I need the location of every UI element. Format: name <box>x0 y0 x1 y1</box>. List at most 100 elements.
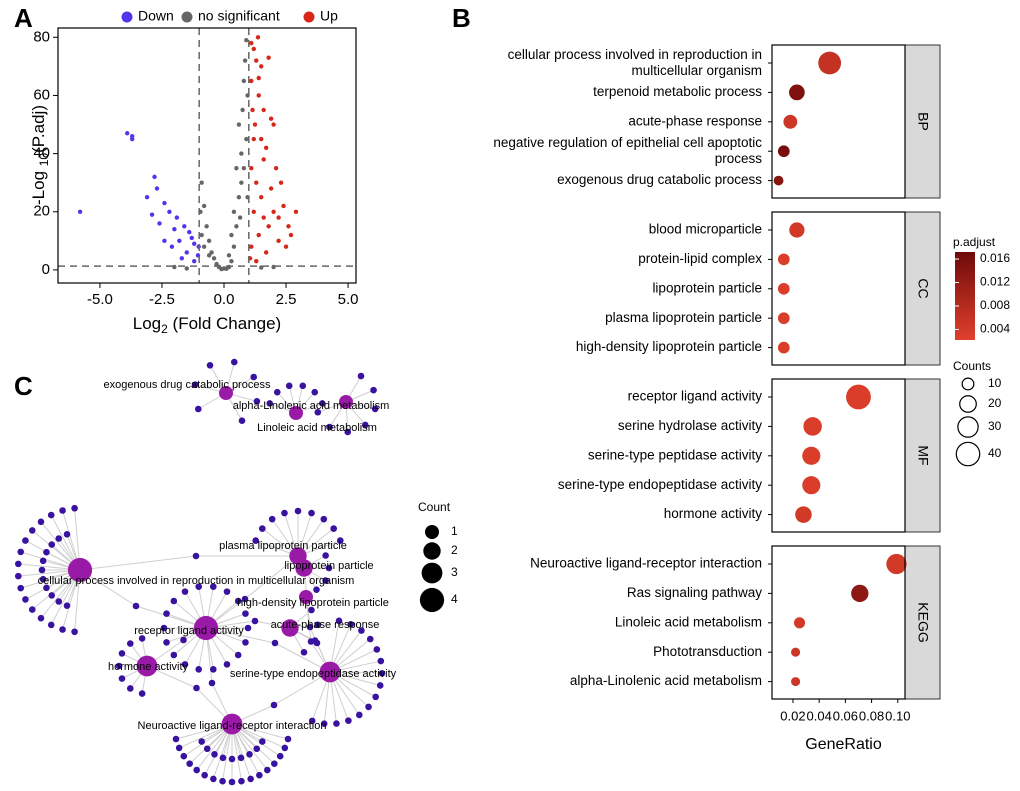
dot <box>802 476 821 495</box>
term-label: hormone activity <box>108 661 189 673</box>
gene-node <box>71 628 78 636</box>
size-key-label: 3 <box>451 565 458 579</box>
point <box>242 58 248 63</box>
term-label: exogenous drug catabolic process <box>104 379 271 391</box>
legend-title: Counts <box>953 359 991 373</box>
gene-node <box>193 684 200 692</box>
dot <box>803 417 822 436</box>
gene-node <box>271 639 279 647</box>
gene-node <box>160 624 168 632</box>
facet-frame <box>771 211 906 366</box>
size-key <box>961 377 975 391</box>
gene-node <box>320 720 328 727</box>
point <box>288 232 294 238</box>
term-node <box>339 395 353 409</box>
gene-node <box>118 675 126 682</box>
point <box>254 180 259 185</box>
y-tick-label: serine-type peptidase activity <box>588 447 762 462</box>
gene-node <box>170 597 178 605</box>
point <box>129 136 135 142</box>
gene-node <box>180 636 187 644</box>
gene-node <box>330 525 338 532</box>
gene-node <box>28 606 36 613</box>
gene-node <box>241 595 249 603</box>
point <box>157 221 162 226</box>
dot <box>793 617 806 629</box>
legend-swatch <box>303 11 315 23</box>
gene-node <box>244 624 252 632</box>
term-label: acute-phase response <box>271 619 380 631</box>
gene-node <box>377 657 385 665</box>
gene-node <box>186 760 193 767</box>
point <box>182 224 187 229</box>
edge <box>273 671 331 706</box>
point <box>224 266 229 271</box>
gene-node <box>358 627 365 634</box>
term-node <box>221 713 243 735</box>
gene-node <box>299 382 307 390</box>
gene-node <box>55 598 63 605</box>
gene-node <box>242 639 249 646</box>
gene-node <box>268 515 276 523</box>
gene-node <box>59 507 66 514</box>
gene-node <box>355 711 363 719</box>
facet-strip <box>904 545 941 700</box>
point <box>240 107 245 113</box>
gene-node <box>132 602 140 610</box>
point <box>177 238 182 244</box>
gene-node <box>118 650 126 657</box>
size-key <box>419 587 445 613</box>
point <box>229 232 234 238</box>
y-tick-label: 60 <box>33 86 50 103</box>
gene-node <box>372 693 379 701</box>
axis-title-part: -Log <box>29 166 48 205</box>
term-node <box>136 655 158 677</box>
point <box>162 238 167 244</box>
x-tick-label: 0.0 <box>214 291 235 308</box>
gene-node <box>322 552 329 559</box>
y-tick-label: serine-type endopeptidase activity <box>558 477 762 492</box>
gene-node <box>22 596 29 603</box>
point <box>172 227 177 232</box>
y-tick-label: alpha-Linolenic acid metabolism <box>570 673 762 688</box>
legend-label: Up <box>320 8 338 24</box>
gene-node <box>281 744 289 752</box>
point <box>125 131 130 136</box>
gene-node <box>234 651 242 659</box>
facet-label: BP <box>915 112 931 131</box>
x-tick-label: 2.5 <box>276 291 297 308</box>
dot <box>773 175 784 186</box>
point <box>174 215 180 220</box>
y-tick-label: Ras signaling pathway <box>627 585 762 600</box>
point <box>241 165 247 171</box>
point <box>226 253 232 258</box>
gene-node <box>17 548 25 556</box>
gene-node <box>115 662 123 670</box>
gene-node <box>320 515 328 523</box>
panel-label: A <box>14 3 33 33</box>
term-node <box>289 406 303 420</box>
point <box>214 261 219 267</box>
point <box>263 250 269 255</box>
point <box>187 229 192 235</box>
size-key <box>957 416 979 438</box>
color-tick-label: 0.004 <box>980 322 1010 336</box>
gene-node <box>203 745 211 753</box>
term-nodes <box>67 386 353 735</box>
gene-node <box>371 405 379 413</box>
point <box>276 238 281 244</box>
size-key <box>421 562 443 584</box>
gene-node <box>47 621 55 629</box>
point <box>229 258 234 264</box>
point <box>251 46 256 52</box>
gene-node <box>37 518 45 526</box>
term-node <box>281 619 299 637</box>
point <box>254 258 259 264</box>
y-tick-label: lipoprotein particle <box>652 280 762 295</box>
point <box>256 93 261 98</box>
point <box>266 55 271 60</box>
gene-node <box>175 744 183 752</box>
point <box>201 203 207 209</box>
point <box>251 209 256 214</box>
